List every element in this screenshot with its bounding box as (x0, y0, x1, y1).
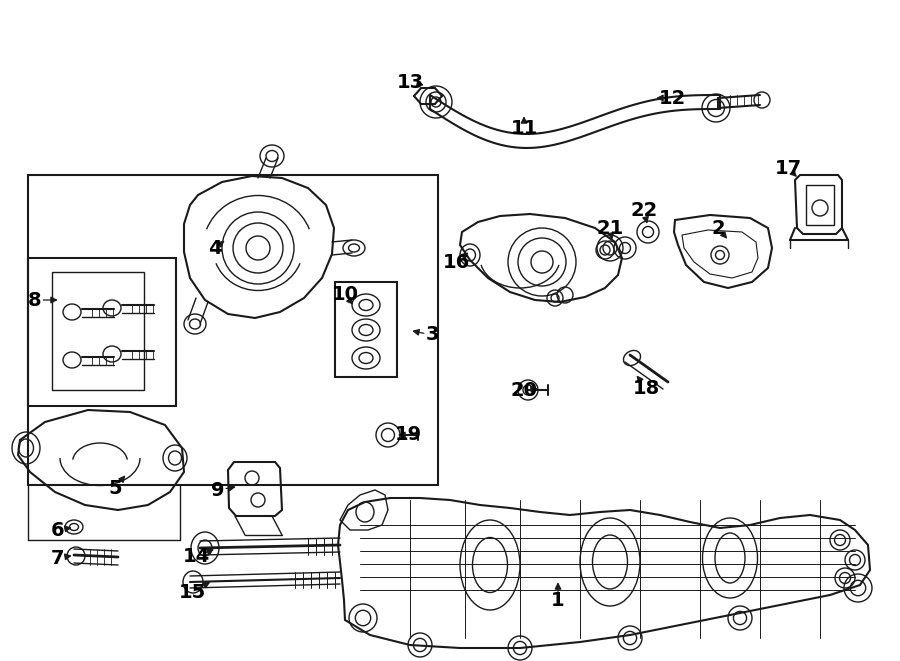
Text: 19: 19 (394, 426, 421, 444)
Text: 15: 15 (178, 582, 205, 602)
Text: 14: 14 (183, 547, 210, 566)
Text: 9: 9 (212, 481, 225, 500)
Text: 2: 2 (711, 219, 724, 237)
Text: 21: 21 (597, 219, 624, 237)
Text: 22: 22 (630, 200, 658, 219)
Text: 20: 20 (510, 381, 537, 399)
Text: 18: 18 (633, 379, 660, 397)
Bar (28, 175, 438, 485)
Bar (28, 258, 176, 406)
Text: 5: 5 (108, 479, 122, 498)
Text: 6: 6 (51, 520, 65, 539)
Text: 17: 17 (774, 159, 802, 178)
Text: 10: 10 (331, 286, 358, 305)
Text: 4: 4 (208, 239, 221, 258)
Text: 11: 11 (510, 118, 537, 137)
Bar (335, 282, 397, 377)
Text: 13: 13 (396, 73, 424, 91)
Text: 8: 8 (28, 290, 41, 309)
Text: 12: 12 (659, 89, 686, 108)
Text: 3: 3 (425, 325, 439, 344)
Text: 7: 7 (51, 549, 65, 568)
Bar (806, 185, 834, 225)
Bar (52, 272, 144, 390)
Text: 1: 1 (551, 590, 565, 609)
Text: 16: 16 (443, 253, 470, 272)
